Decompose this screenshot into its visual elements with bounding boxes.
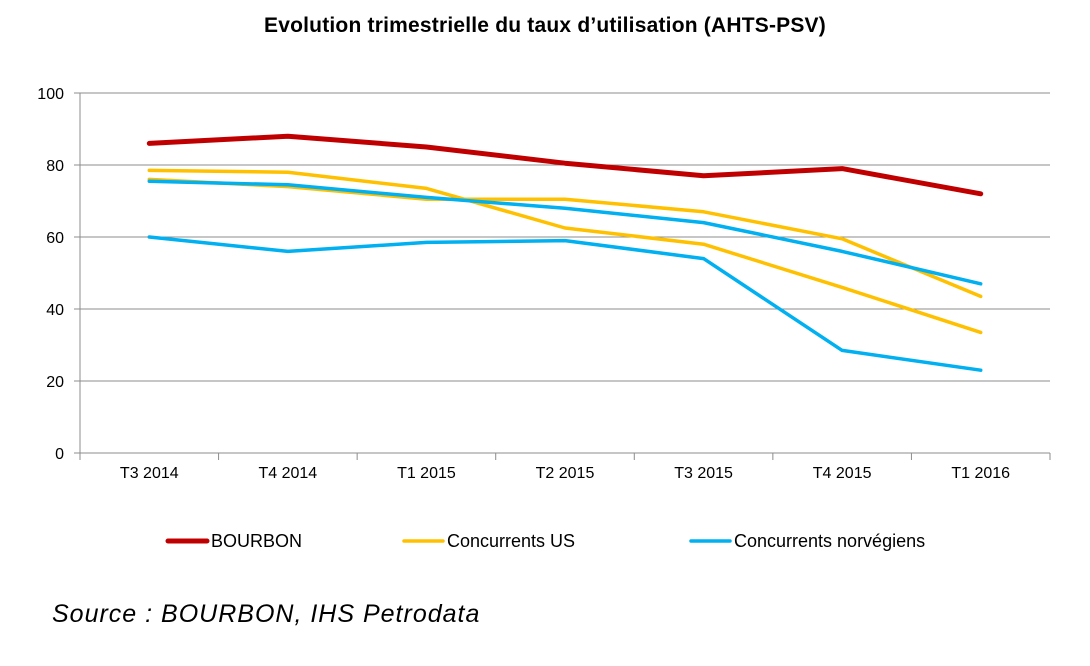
legend: BOURBON Concurrents US Concurrents norvégi… [165,531,925,551]
x-tick-label: T3 2014 [120,465,179,482]
x-tick-label: T4 2014 [258,465,317,482]
x-tick-label: T2 2015 [536,465,595,482]
y-tick-label: 20 [46,374,64,391]
x-axis: T3 2014 T4 2014 T1 2015 T2 2015 T3 2015 T4 20… [79,452,1051,482]
legend-label: Concurrents norvégiens [734,531,925,551]
y-tick-label: 80 [46,158,64,175]
series-line [146,133,984,197]
x-tick-label: T1 2015 [397,465,456,482]
source-note: Source : BOURBON, IHS Petrodata [52,600,481,628]
legend-label: Concurrents US [447,531,575,551]
y-tick-label: 100 [37,86,64,103]
x-tick-label: T3 2015 [674,465,733,482]
series-line [147,179,983,286]
gridlines [80,92,1050,382]
legend-label: BOURBON [211,531,302,551]
y-axis: 0 20 40 60 80 100 [37,86,81,463]
x-tick-label: T4 2015 [813,465,872,482]
series-lines [146,133,984,372]
y-tick-label: 60 [46,230,64,247]
series-line [147,168,983,335]
series-line [147,177,983,299]
series-line [147,235,983,372]
chart-title: Evolution trimestrielle du taux d’utilis… [264,14,826,37]
y-tick-label: 40 [46,302,64,319]
y-tick-label: 0 [55,446,64,463]
x-tick-label: T1 2016 [951,465,1010,482]
